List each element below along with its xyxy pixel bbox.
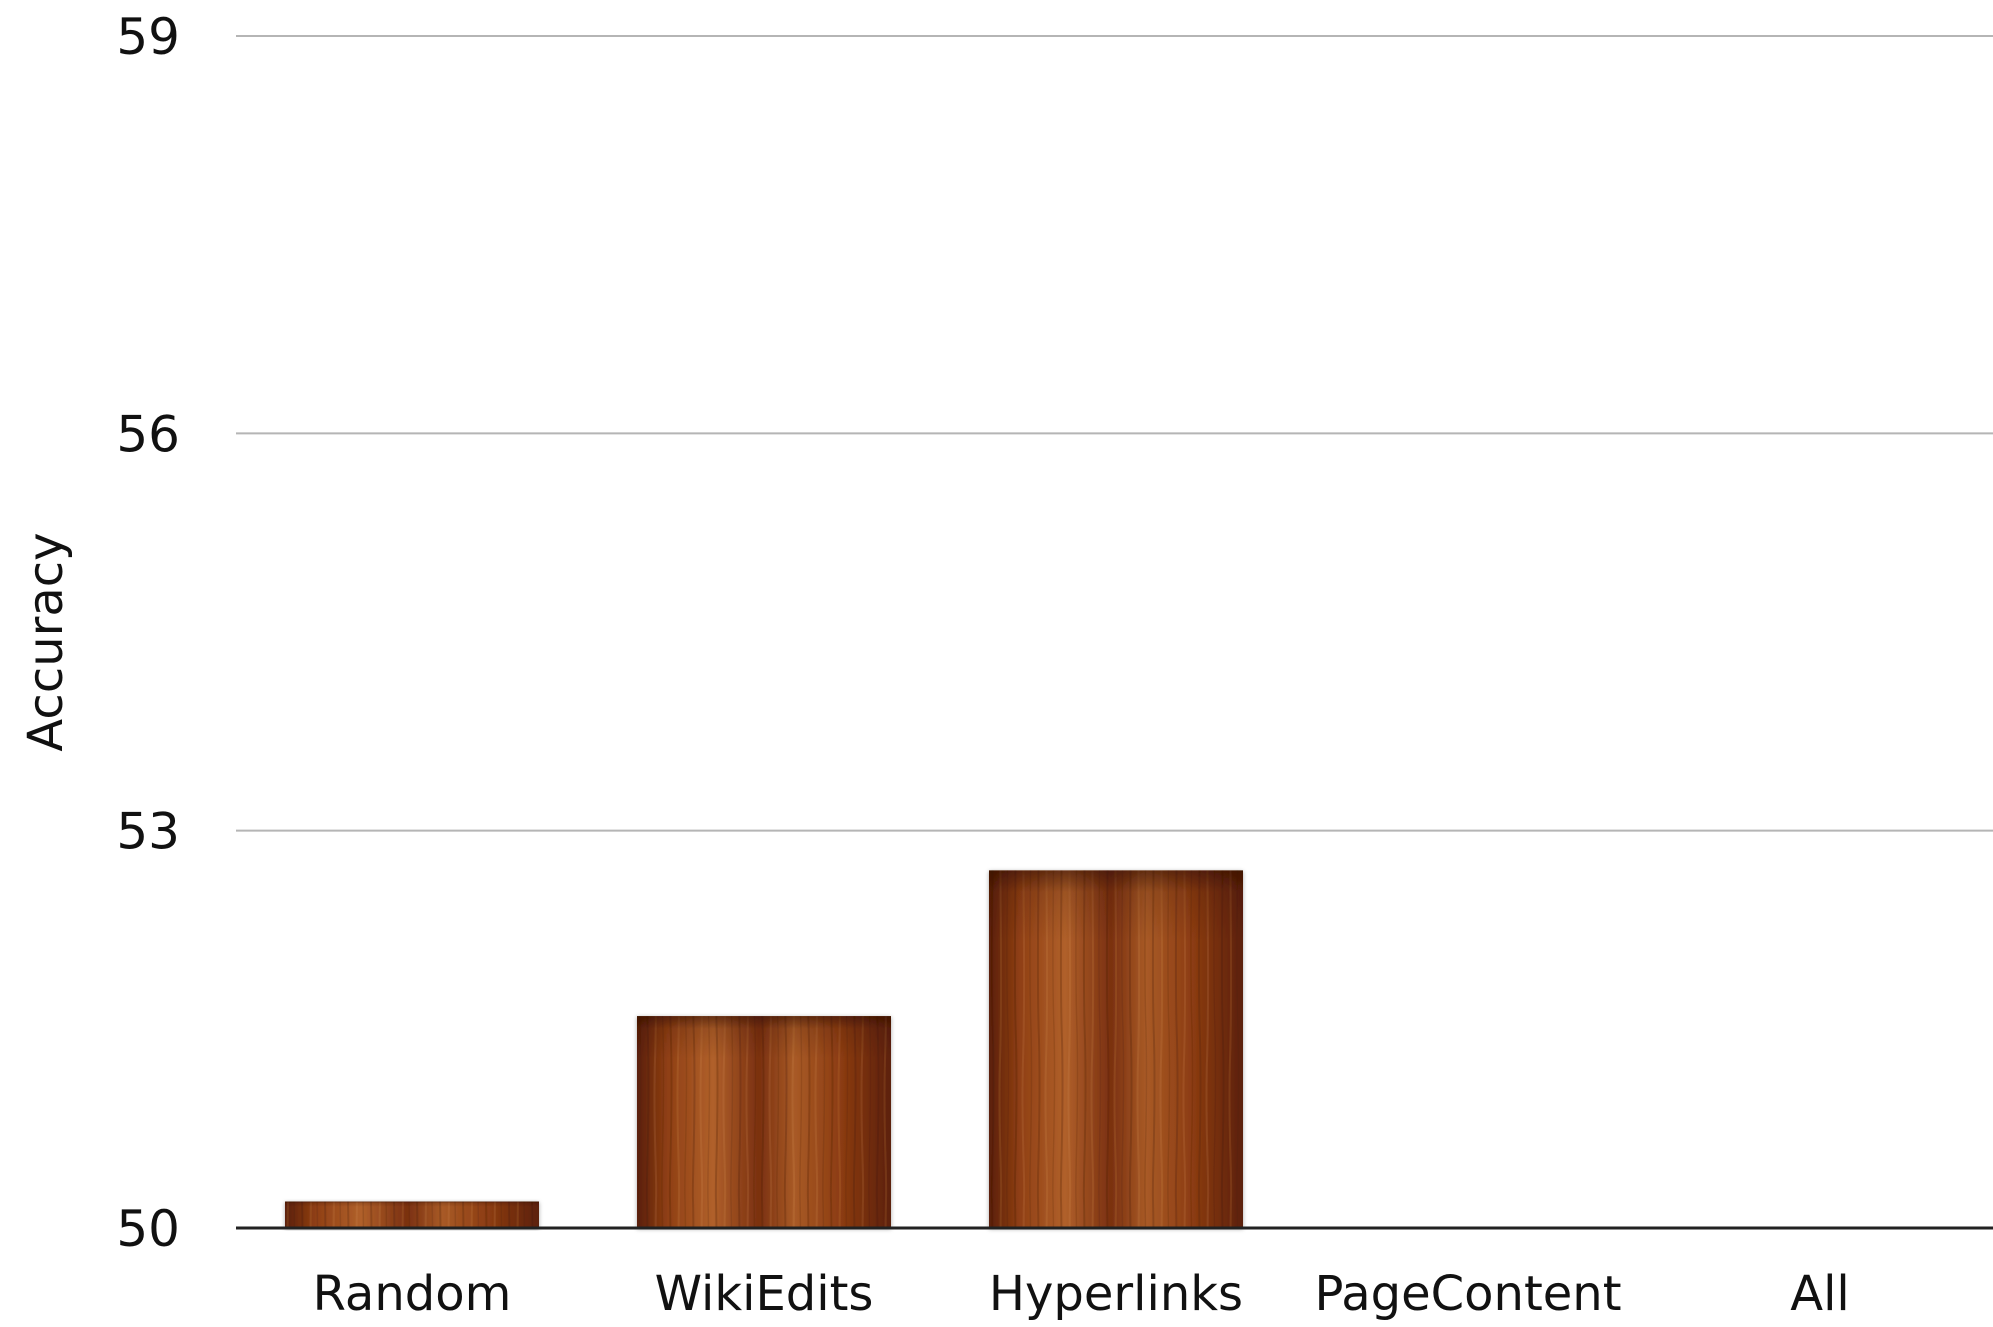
bar-top-shade [285,1201,539,1228]
y-axis-tick-labels: 50 53 56 59 [116,8,180,1258]
y-tick-label-53: 53 [116,803,180,861]
x-axis-category-labels: Random WikiEdits Hyperlinks PageContent All [313,1266,1850,1322]
y-tick-label-59: 59 [116,8,180,66]
y-tick-label-56: 56 [116,405,180,463]
bar-top-shade [989,870,1243,1228]
bar-hyperlinks [989,870,1243,1228]
x-tick-label-pagecontent: PageContent [1314,1266,1621,1322]
x-tick-label-wikiedits: WikiEdits [655,1266,874,1322]
bars [285,870,1243,1228]
y-axis-title: Accuracy [18,532,74,751]
bar-top-shade [637,1016,891,1228]
bar-random [285,1201,539,1228]
grid-lines [236,35,1993,832]
x-tick-label-hyperlinks: Hyperlinks [989,1266,1243,1322]
bar-wikiedits [637,1016,891,1228]
x-tick-label-all: All [1790,1266,1850,1322]
y-tick-label-50: 50 [116,1200,180,1258]
x-tick-label-random: Random [313,1266,512,1322]
